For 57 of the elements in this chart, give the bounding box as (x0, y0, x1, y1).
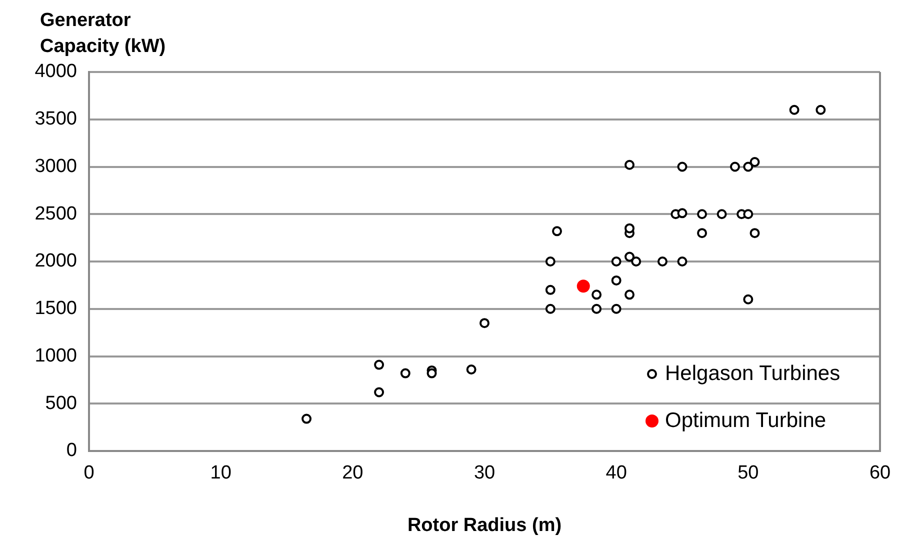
point (743, 209, 754, 220)
point (545, 304, 556, 314)
point (592, 290, 602, 300)
point (789, 104, 800, 115)
legend-label: Optimum Turbine (665, 408, 826, 432)
point (657, 256, 668, 266)
point (624, 290, 635, 300)
x-tick-label: 60 (869, 462, 891, 484)
point (576, 280, 590, 293)
y-tick-label: 2000 (34, 250, 77, 272)
point (677, 208, 688, 218)
point (480, 318, 490, 328)
point (400, 368, 410, 378)
point (743, 162, 754, 172)
x-tick-label: 30 (474, 462, 496, 484)
point (750, 228, 760, 238)
point (611, 304, 622, 314)
point (816, 104, 826, 115)
point (697, 228, 708, 238)
y-tick-label: 500 (45, 392, 77, 414)
x-tick-label: 0 (84, 462, 94, 484)
point (624, 223, 635, 234)
x-tick-label: 20 (342, 462, 364, 484)
x-axis-title: Rotor Radius (m) (407, 514, 562, 536)
point (677, 256, 688, 266)
point (677, 162, 688, 172)
point (552, 226, 562, 236)
point (631, 256, 642, 266)
point (697, 209, 708, 220)
y-axis-title: Generator Capacity (kW) (40, 9, 167, 59)
y-tick-label: 1000 (34, 345, 77, 366)
point (750, 157, 760, 168)
x-tick-label: 40 (606, 462, 627, 484)
point (730, 162, 740, 172)
y-tick-label: 2500 (34, 203, 77, 224)
point (545, 284, 556, 295)
x-tick-label: 10 (210, 462, 232, 484)
y-tick-label: 1500 (34, 298, 77, 320)
point (611, 256, 622, 266)
y-tick-label: 0 (66, 440, 77, 462)
point (302, 414, 312, 424)
point (374, 360, 384, 370)
point (716, 209, 727, 220)
point (545, 256, 556, 266)
point (426, 368, 437, 378)
point (466, 364, 476, 375)
point (743, 294, 754, 304)
y-tick-label: 3000 (34, 156, 77, 177)
point (374, 387, 384, 398)
x-tick-label: 50 (738, 462, 759, 484)
legend-label: Helgason Turbines (665, 362, 840, 385)
point (624, 160, 635, 170)
y-tick-label: 4000 (34, 61, 77, 82)
point (611, 275, 622, 286)
point (624, 252, 635, 262)
y-tick-label: 3500 (34, 108, 77, 130)
point (592, 304, 602, 314)
